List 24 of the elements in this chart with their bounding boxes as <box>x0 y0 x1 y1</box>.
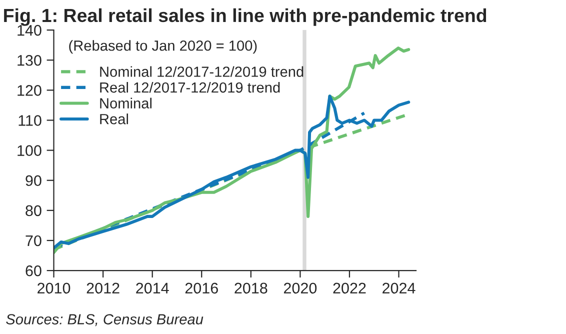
x-tick-label: 2018 <box>234 282 268 294</box>
x-tick-label: 2014 <box>136 282 169 294</box>
y-tick-label: 130 <box>18 54 42 66</box>
text: (Rebased to Jan 2020 = 100) <box>69 40 257 54</box>
y-tick-label: 100 <box>18 145 42 156</box>
legend-label: Nominal <box>100 98 152 108</box>
y-tick-label: 80 <box>26 205 42 216</box>
y-tick-label: 110 <box>18 115 42 126</box>
x-tick-label: 2012 <box>86 282 120 294</box>
y-tick-label: 140 <box>18 24 42 36</box>
x-tick-label: 2024 <box>382 282 416 294</box>
y-tick-label: 60 <box>26 265 42 276</box>
source-note: Sources: BLS, Census Bureau <box>6 314 204 326</box>
y-tick-label: 90 <box>26 175 42 186</box>
y-tick-label: 70 <box>26 235 42 246</box>
x-tick-label: 2022 <box>333 282 366 294</box>
legend-label: Real 12/2017-12/2019 trend <box>100 82 280 93</box>
x-tick-label: 2016 <box>185 282 218 294</box>
x-tick-label: 2020 <box>284 282 317 294</box>
x-tick-label: 2010 <box>38 282 70 294</box>
legend-label: Nominal 12/2017-12/2019 trend <box>100 66 304 77</box>
chart-title: Fig. 1: Real retail sales in line with pre-pandemic trend <box>4 8 486 26</box>
legend-label: Real <box>100 114 128 124</box>
y-tick-label: 120 <box>18 85 42 96</box>
